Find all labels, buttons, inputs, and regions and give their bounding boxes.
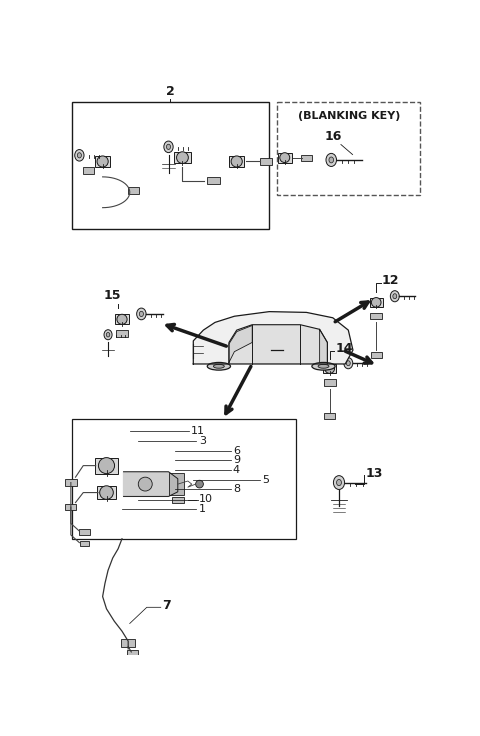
Text: 16: 16: [324, 130, 342, 144]
Bar: [95, 156, 110, 167]
Ellipse shape: [137, 308, 146, 319]
Circle shape: [117, 314, 127, 325]
Text: 13: 13: [365, 467, 383, 480]
Bar: [121, 639, 135, 646]
Ellipse shape: [167, 144, 170, 149]
Text: 1: 1: [199, 503, 206, 514]
Bar: [97, 486, 116, 499]
Ellipse shape: [207, 362, 230, 370]
Bar: [72, 102, 269, 229]
Bar: [277, 102, 420, 194]
Bar: [260, 158, 272, 165]
Ellipse shape: [334, 475, 345, 489]
Bar: [116, 330, 128, 336]
Bar: [65, 504, 76, 510]
Circle shape: [98, 458, 115, 474]
Bar: [371, 313, 382, 319]
Ellipse shape: [390, 291, 399, 302]
Ellipse shape: [75, 149, 84, 161]
Bar: [324, 413, 335, 420]
Text: 4: 4: [233, 465, 240, 475]
Bar: [323, 364, 336, 373]
Ellipse shape: [329, 157, 334, 163]
Bar: [72, 420, 296, 539]
Text: (BLANKING KEY): (BLANKING KEY): [298, 111, 400, 121]
Ellipse shape: [393, 294, 397, 299]
Bar: [172, 498, 184, 503]
Circle shape: [280, 152, 290, 163]
Text: 12: 12: [382, 275, 399, 287]
Text: 3: 3: [199, 436, 206, 446]
Bar: [83, 167, 94, 174]
Text: 2: 2: [166, 85, 175, 98]
Text: 15: 15: [104, 289, 121, 302]
Bar: [79, 528, 90, 535]
Polygon shape: [229, 325, 327, 364]
Circle shape: [177, 152, 188, 163]
Ellipse shape: [344, 358, 353, 369]
Polygon shape: [193, 311, 353, 364]
Text: 7: 7: [162, 599, 171, 612]
Ellipse shape: [318, 364, 329, 368]
Text: 5: 5: [262, 475, 269, 485]
Bar: [168, 473, 184, 495]
Polygon shape: [123, 472, 178, 496]
Bar: [115, 314, 129, 325]
Text: 9: 9: [233, 456, 240, 465]
Circle shape: [196, 481, 204, 488]
Ellipse shape: [77, 152, 82, 158]
Bar: [174, 152, 191, 163]
Bar: [65, 479, 77, 486]
Text: 8: 8: [233, 484, 240, 495]
Bar: [371, 352, 382, 358]
Ellipse shape: [312, 362, 335, 370]
Ellipse shape: [139, 311, 144, 316]
Circle shape: [100, 486, 113, 499]
Circle shape: [138, 477, 152, 491]
Bar: [278, 152, 291, 163]
Circle shape: [231, 156, 242, 167]
Bar: [370, 297, 383, 307]
Bar: [96, 458, 118, 474]
Text: 10: 10: [199, 495, 213, 504]
Bar: [128, 187, 139, 194]
Ellipse shape: [347, 361, 350, 366]
Text: 6: 6: [233, 446, 240, 456]
Bar: [80, 541, 89, 546]
Ellipse shape: [104, 330, 112, 340]
Bar: [127, 651, 138, 657]
Circle shape: [372, 297, 381, 307]
Bar: [229, 156, 244, 167]
Text: 11: 11: [191, 426, 205, 436]
Ellipse shape: [336, 479, 341, 486]
Circle shape: [325, 364, 335, 373]
Bar: [301, 155, 312, 160]
Polygon shape: [320, 329, 327, 362]
Bar: [324, 379, 336, 386]
Bar: [207, 177, 220, 184]
Circle shape: [97, 156, 108, 167]
Ellipse shape: [214, 364, 224, 368]
Text: 14: 14: [335, 342, 353, 355]
Ellipse shape: [106, 333, 110, 337]
Polygon shape: [229, 325, 252, 362]
Ellipse shape: [326, 153, 336, 166]
Ellipse shape: [164, 141, 173, 152]
